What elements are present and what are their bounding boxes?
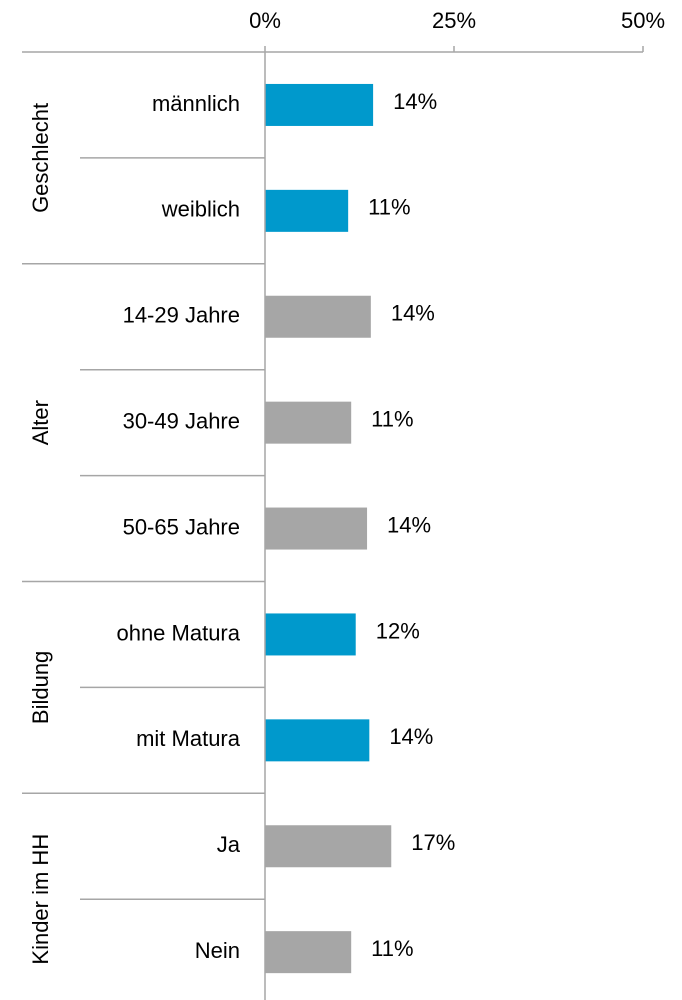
- value-label: 12%: [376, 618, 420, 643]
- y-tick-label: Ja: [217, 832, 241, 857]
- value-label: 11%: [371, 406, 413, 431]
- value-label: 11%: [368, 195, 410, 220]
- bar: [265, 825, 392, 868]
- y-tick-label: männlich: [152, 91, 240, 116]
- value-label: 11%: [371, 936, 413, 961]
- group-label: Alter: [28, 400, 53, 445]
- y-tick-label: ohne Matura: [116, 620, 240, 645]
- y-tick-label: mit Matura: [136, 726, 241, 751]
- bar: [265, 613, 356, 656]
- bar: [265, 931, 352, 974]
- group-label: Bildung: [28, 651, 53, 724]
- value-label: 14%: [393, 89, 437, 114]
- value-label: 14%: [389, 724, 433, 749]
- value-label: 14%: [387, 512, 431, 537]
- bar: [265, 189, 349, 232]
- value-label: 14%: [391, 301, 435, 326]
- bar: [265, 295, 371, 338]
- value-label: 17%: [411, 830, 455, 855]
- x-tick-label: 0%: [249, 8, 281, 33]
- x-tick-label: 25%: [432, 8, 476, 33]
- bar: [265, 83, 374, 126]
- y-tick-label: 14-29 Jahre: [123, 303, 240, 328]
- bar: [265, 401, 352, 444]
- bar: [265, 719, 370, 762]
- bar: [265, 507, 368, 550]
- group-label: Geschlecht: [28, 103, 53, 213]
- y-tick-label: Nein: [195, 938, 240, 963]
- x-tick-label: 50%: [621, 8, 665, 33]
- y-tick-label: 30-49 Jahre: [123, 408, 240, 433]
- y-tick-label: weiblich: [161, 197, 240, 222]
- y-tick-label: 50-65 Jahre: [123, 514, 240, 539]
- group-label: Kinder im HH: [28, 834, 53, 965]
